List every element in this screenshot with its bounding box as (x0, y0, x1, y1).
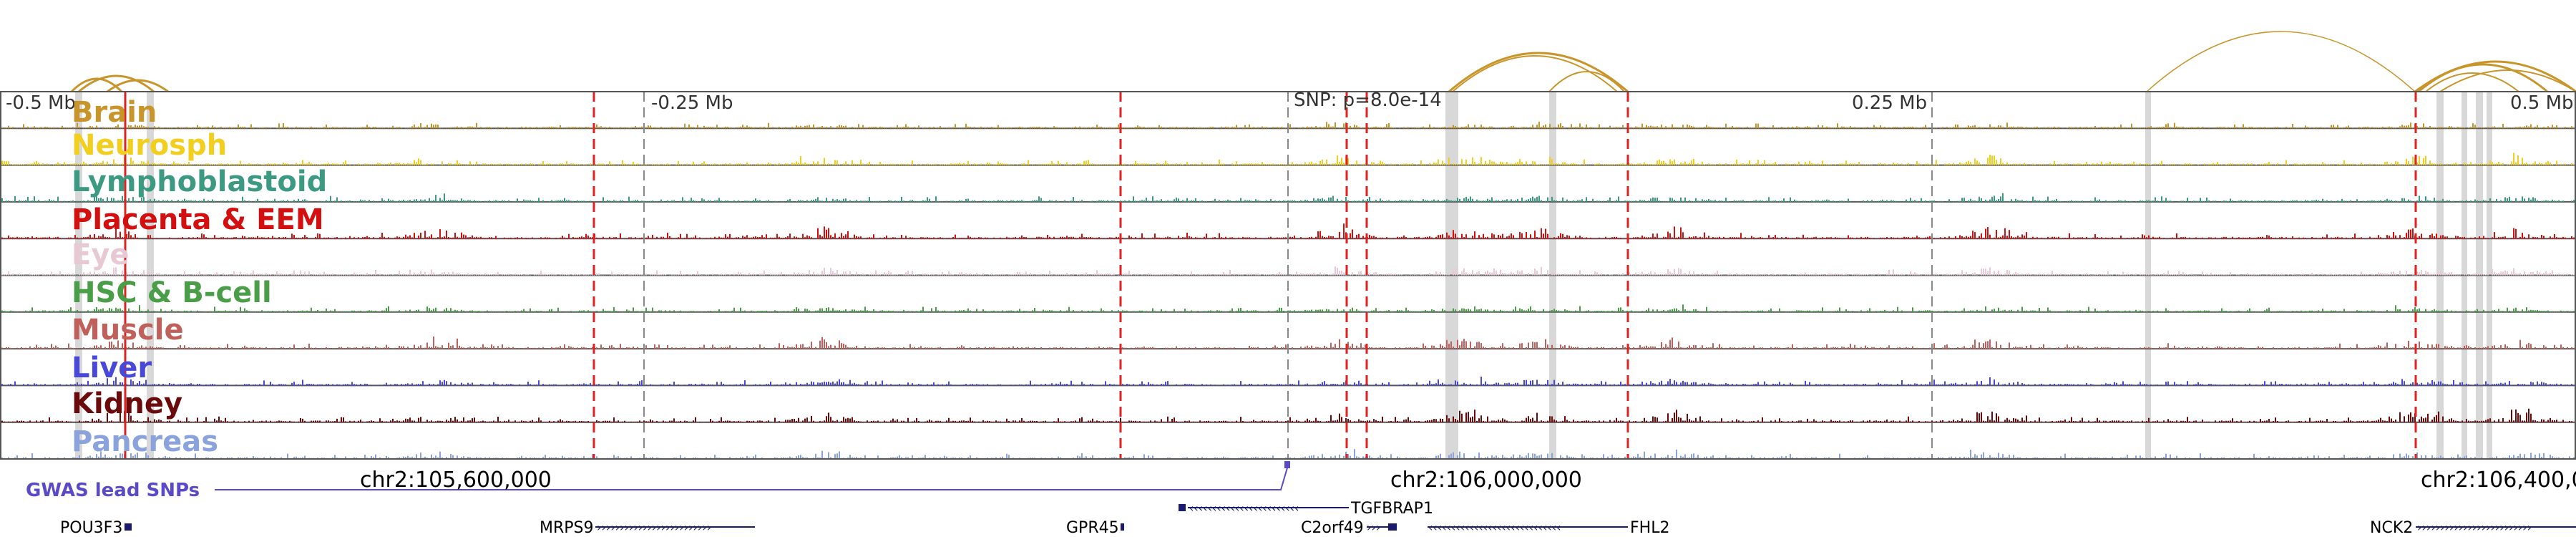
interaction-arc (2146, 31, 2416, 92)
strand-arrows-tgfbrap1: ‹‹‹‹‹‹‹‹‹‹‹‹‹‹‹‹‹‹‹‹‹‹‹‹ (1189, 501, 1299, 515)
gwas-track: GWAS lead SNPs (26, 461, 1290, 501)
track-label-eye: Eye (72, 238, 130, 271)
track-5 (0, 304, 2576, 313)
track-8 (0, 408, 2576, 423)
axis-label-snp-pvalue: SNP: p=8.0e-14 (1294, 90, 1442, 111)
track-label-placenta: Placenta & EEM (72, 203, 324, 236)
track-1 (0, 153, 2576, 166)
tracks-panel-frame (0, 91, 2576, 460)
track-label-muscle: Muscle (72, 314, 184, 347)
signal-peaks (1, 193, 2575, 202)
gwas-connector (215, 465, 1289, 490)
distance-axis: -0.5 Mb -0.25 Mb SNP: p=8.0e-14 0.25 Mb … (6, 90, 2574, 114)
gwas-label: GWAS lead SNPs (26, 480, 200, 501)
track-label-pancreas: Pancreas (72, 425, 218, 458)
signal-peaks (1, 121, 2575, 129)
gene-tgfbrap1: ‹‹‹‹‹‹‹‹‹‹‹‹‹‹‹‹‹‹‹‹‹‹‹‹ TGFBRAP1 (1179, 500, 1433, 518)
track-label-neurosph: Neurosph (72, 129, 227, 162)
signal-peaks (1, 153, 2575, 165)
axis-label-minus-quarter-mb: -0.25 Mb (651, 92, 733, 114)
gene-label-nck2: NCK2 (2370, 519, 2413, 537)
marker-lines (124, 92, 2417, 459)
interaction-arc (107, 79, 169, 93)
gene-gpr45: GPR45 (1066, 519, 1124, 537)
interaction-arc (70, 77, 123, 93)
signal-peaks (1, 377, 2575, 386)
gene-annotations: POU3F3 MRPS9 ››››››››››››››››››››››››› G… (60, 500, 2576, 537)
interaction-arc (78, 74, 155, 93)
signal-peaks (1, 408, 2575, 422)
gene-fhl2: ‹‹‹‹‹‹‹‹‹‹‹‹‹‹‹‹‹‹‹‹‹‹‹‹‹‹‹‹‹ FHL2 (1428, 519, 1669, 537)
gene-pou3f3: POU3F3 (60, 519, 132, 537)
gene-label-fhl2: FHL2 (1630, 519, 1669, 537)
interaction-arc (2418, 63, 2548, 93)
gene-label-pou3f3: POU3F3 (60, 519, 122, 537)
gene-body-gpr45 (1121, 523, 1124, 531)
interaction-arc (2439, 69, 2576, 92)
signal-peaks (1, 304, 2575, 312)
strand-arrows-c2orf49: ››› (1367, 521, 1380, 534)
track-label-liver: Liver (72, 352, 152, 384)
track-label-kidney: Kidney (72, 387, 182, 420)
coordinate-105600000: chr2:105,600,000 (360, 468, 552, 493)
gwas-snp-marker (1284, 461, 1290, 468)
gene-label-c2orf49: C2orf49 (1301, 519, 1364, 537)
gene-nck2: NCK2 ››››››››››››››››››››››››› (2370, 519, 2576, 537)
track-label-hsc: HSC & B-cell (72, 276, 272, 309)
gene-mrps9: MRPS9 ››››››››››››››››››››››››› (540, 519, 755, 537)
interaction-arc (1548, 71, 1625, 92)
gene-c2orf49: C2orf49 ››› (1301, 519, 1397, 537)
strand-arrows-fhl2: ‹‹‹‹‹‹‹‹‹‹‹‹‹‹‹‹‹‹‹‹‹‹‹‹‹‹‹‹‹ (1428, 521, 1561, 534)
gene-body-pou3f3 (125, 523, 132, 531)
gene-label-gpr45: GPR45 (1066, 519, 1119, 537)
strand-arrows-mrps9: ››››››››››››››››››››››››› (597, 521, 711, 534)
interaction-arc (2425, 72, 2519, 92)
interaction-arcs (70, 31, 2576, 93)
track-label-lymphoblastoid: Lymphoblastoid (72, 165, 327, 198)
interaction-arc (1452, 55, 1618, 92)
gene-label-tgfbrap1: TGFBRAP1 (1350, 500, 1433, 518)
coordinate-106400000: chr2:106,400,000 (2421, 468, 2576, 493)
interaction-arc (1448, 52, 1629, 93)
chromosome-coordinates: chr2:105,600,000 chr2:106,000,000 chr2:1… (360, 468, 2576, 493)
track-labels: Brain Neurosph Lymphoblastoid Placenta &… (72, 96, 327, 458)
signal-peaks (1, 266, 2575, 276)
track-label-brain: Brain (72, 96, 157, 129)
gene-exon-tgfbrap1 (1179, 504, 1186, 511)
signal-peaks (1, 337, 2575, 349)
axis-label-minus-half-mb: -0.5 Mb (6, 92, 76, 114)
coordinate-106000000: chr2:106,000,000 (1390, 468, 1582, 493)
axis-label-plus-half-mb: 0.5 Mb (2510, 92, 2574, 114)
axis-label-plus-quarter-mb: 0.25 Mb (1852, 92, 1927, 114)
track-7 (0, 377, 2576, 387)
track-4 (0, 266, 2576, 276)
gene-exon-c2orf49 (1388, 523, 1397, 531)
strand-arrows-nck2: ››››››››››››››››››››››››› (2417, 521, 2532, 534)
track-2 (0, 193, 2576, 203)
signal-peaks (1, 223, 2575, 239)
gene-label-mrps9: MRPS9 (540, 519, 594, 537)
